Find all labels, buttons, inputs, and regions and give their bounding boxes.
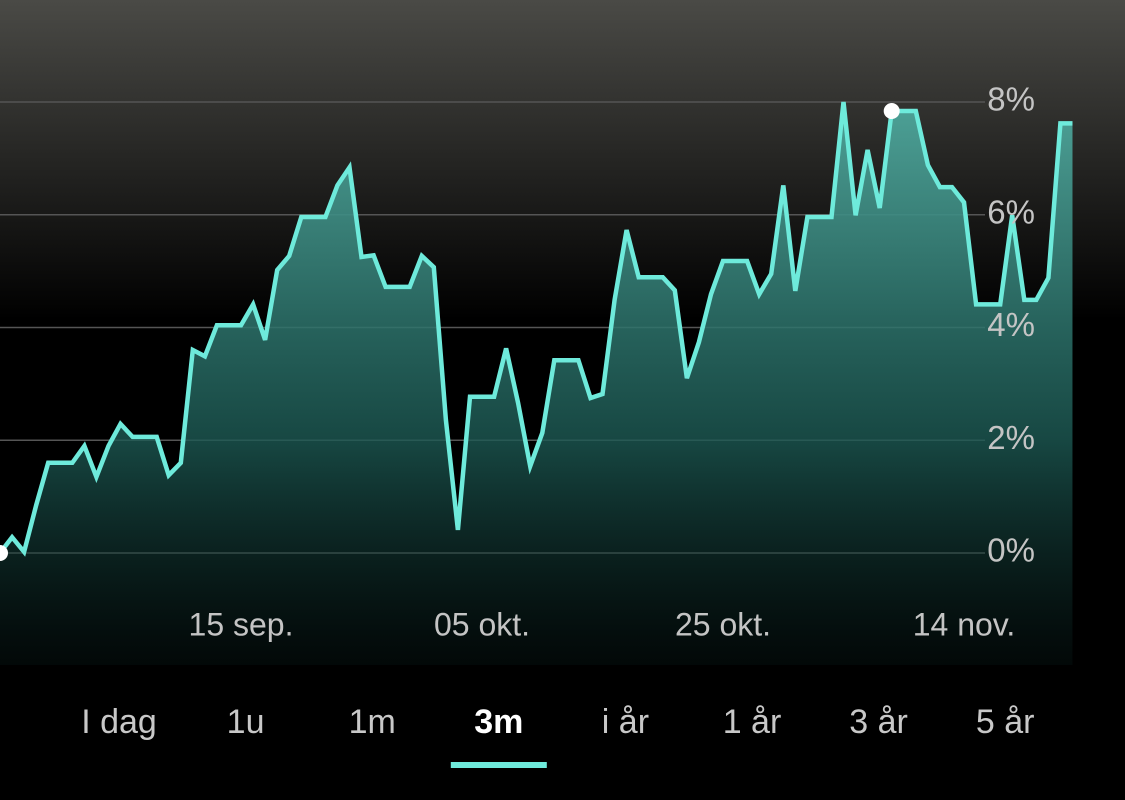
y-tick-label: 4% xyxy=(987,306,1035,343)
y-tick-label: 6% xyxy=(987,193,1035,230)
tab[interactable]: 3 år xyxy=(849,703,908,741)
x-tick-label: 15 sep. xyxy=(189,606,294,642)
y-tick-label: 8% xyxy=(987,81,1035,118)
y-tick-label: 2% xyxy=(987,419,1035,456)
marker-dot xyxy=(0,545,8,561)
x-tick-label: 05 okt. xyxy=(434,606,530,642)
marker-dot xyxy=(883,103,900,120)
tab[interactable]: 1u xyxy=(227,703,265,741)
tab[interactable]: 5 år xyxy=(976,703,1035,741)
x-tick-label: 14 nov. xyxy=(913,606,1016,642)
tab[interactable]: 1 år xyxy=(723,703,782,741)
tab[interactable]: 1m xyxy=(349,703,396,741)
tab-underline xyxy=(450,762,547,768)
labels: 0% 2% 4% 6% 8% 15 sep. 05 okt. 25 okt. 14 nov. xyxy=(189,81,1035,643)
tab[interactable]: i år xyxy=(602,703,649,741)
range-tabs: I dag 1u 1m 3m i år 1 år 3 år 5 år xyxy=(81,703,1034,768)
tab[interactable]: I dag xyxy=(81,703,157,741)
y-tick-label: 0% xyxy=(987,532,1035,569)
plot xyxy=(0,101,1073,665)
tab-selected[interactable]: 3m xyxy=(474,703,523,741)
x-tick-label: 25 okt. xyxy=(675,606,771,642)
